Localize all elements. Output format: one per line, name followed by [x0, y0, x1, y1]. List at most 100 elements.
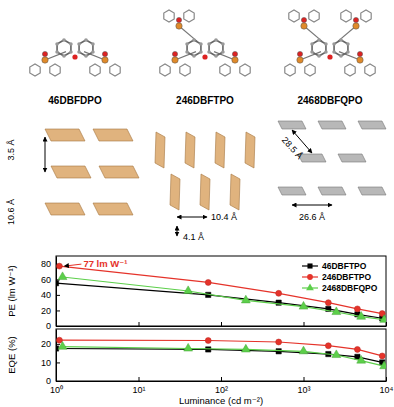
atom-o [172, 51, 177, 56]
chart: 020406080PE (lm W⁻¹)46DBFTPO246DBFTPO246… [6, 256, 389, 331]
x-tick-mark [139, 322, 140, 326]
legend-label: 46DBFTPO [322, 261, 367, 271]
legend: 46DBFTPO246DBFTPO2468DBFQPO [302, 261, 378, 293]
packing-unit [200, 174, 210, 210]
x-tick-mark [221, 322, 222, 326]
atom-c [192, 54, 196, 58]
atom-c [199, 50, 203, 54]
y-tick-mark [56, 326, 60, 327]
legend-marker [307, 263, 312, 268]
point [56, 263, 62, 269]
ring [209, 40, 223, 56]
arrow [177, 226, 178, 236]
x-tick [139, 322, 140, 326]
atom-o [176, 17, 181, 22]
atom-p [42, 57, 48, 63]
molecule [160, 10, 250, 76]
y-tick-label: 0 [46, 376, 51, 386]
x-tick-mark [139, 377, 140, 381]
point [205, 279, 211, 285]
point [357, 312, 366, 320]
plot-data [56, 263, 386, 322]
x-tick: 10¹ [132, 377, 145, 395]
series-line [56, 349, 382, 363]
x-tick: 10² [215, 377, 228, 395]
packing-unit [278, 121, 306, 129]
point [325, 343, 331, 349]
x-tick-mark [304, 377, 305, 381]
packing-unit [93, 203, 133, 215]
point [332, 307, 341, 315]
ring [187, 40, 201, 56]
y-tick: 0 [46, 376, 60, 386]
y-axis-title: PE (lm W⁻¹) [6, 265, 17, 316]
packing-unit [338, 154, 366, 162]
atom-c [310, 42, 314, 46]
atom-o [297, 51, 302, 56]
atom-o [357, 51, 362, 56]
x-tick-label: 10⁰ [50, 385, 63, 395]
atom-o [232, 51, 237, 56]
point [184, 343, 193, 351]
y-tick-label: 40 [41, 290, 51, 300]
distance-label: 28.5 Å [280, 135, 305, 161]
x-tick-label: 10² [215, 385, 228, 395]
annotation-arrow [64, 264, 81, 266]
structure-panel: 2468DBFQPO [285, 10, 375, 106]
packing-unit [318, 121, 346, 129]
atom-p [176, 23, 182, 29]
y-tick: 10 [41, 358, 60, 368]
packing-unit [358, 187, 386, 195]
atom-p [102, 57, 108, 63]
x-tick: 10⁴ [380, 377, 394, 395]
atom-c [221, 42, 225, 46]
structure-label: 46DBFDPO [48, 95, 102, 106]
ring [220, 64, 230, 76]
atom-c [185, 50, 189, 54]
y-tick-mark [56, 362, 60, 363]
atom-o [327, 54, 332, 59]
atom-p [301, 23, 307, 29]
x-tick-label: 10³ [297, 385, 310, 395]
packing-unit [318, 187, 346, 195]
ring [285, 64, 295, 76]
atom-c [55, 42, 59, 46]
ring [30, 64, 40, 76]
structure-panel: 246DBFTPO [160, 10, 250, 106]
point [332, 350, 341, 358]
ring [90, 64, 100, 76]
series-line [63, 347, 385, 367]
distance-label: 4.1 Å [183, 232, 204, 242]
point [380, 361, 386, 369]
packing-unit [155, 132, 165, 168]
packing-unit [278, 187, 306, 195]
atom-c [62, 54, 66, 58]
ring [289, 10, 299, 22]
y-axis-line [56, 330, 57, 382]
molecule [285, 10, 375, 76]
point [299, 301, 308, 309]
atom-c [317, 38, 321, 42]
x-tick-mark [304, 322, 305, 326]
series-line [59, 340, 382, 356]
packing-unit [358, 121, 386, 129]
structure-label: 2468DBFQPO [297, 95, 362, 106]
atom-c [77, 50, 81, 54]
atom-o [202, 54, 207, 59]
ring [164, 10, 174, 22]
atom-c [207, 42, 211, 46]
y-tick-mark [56, 344, 60, 345]
x-axis-line [57, 381, 387, 382]
packing-unit [93, 129, 133, 141]
legend-label: 2468DBFQPO [322, 283, 378, 293]
packing-unit [45, 203, 85, 215]
point [58, 272, 67, 280]
atom-p [357, 57, 363, 63]
point [354, 306, 360, 312]
packing-unit [245, 132, 255, 168]
legend-marker [307, 274, 313, 280]
atom-c [199, 42, 203, 46]
atom-p [297, 57, 303, 63]
ring [180, 64, 190, 76]
structures: 46DBFDPO246DBFTPO2468DBFQPO10.6 Å3.5 Å10… [6, 10, 386, 242]
